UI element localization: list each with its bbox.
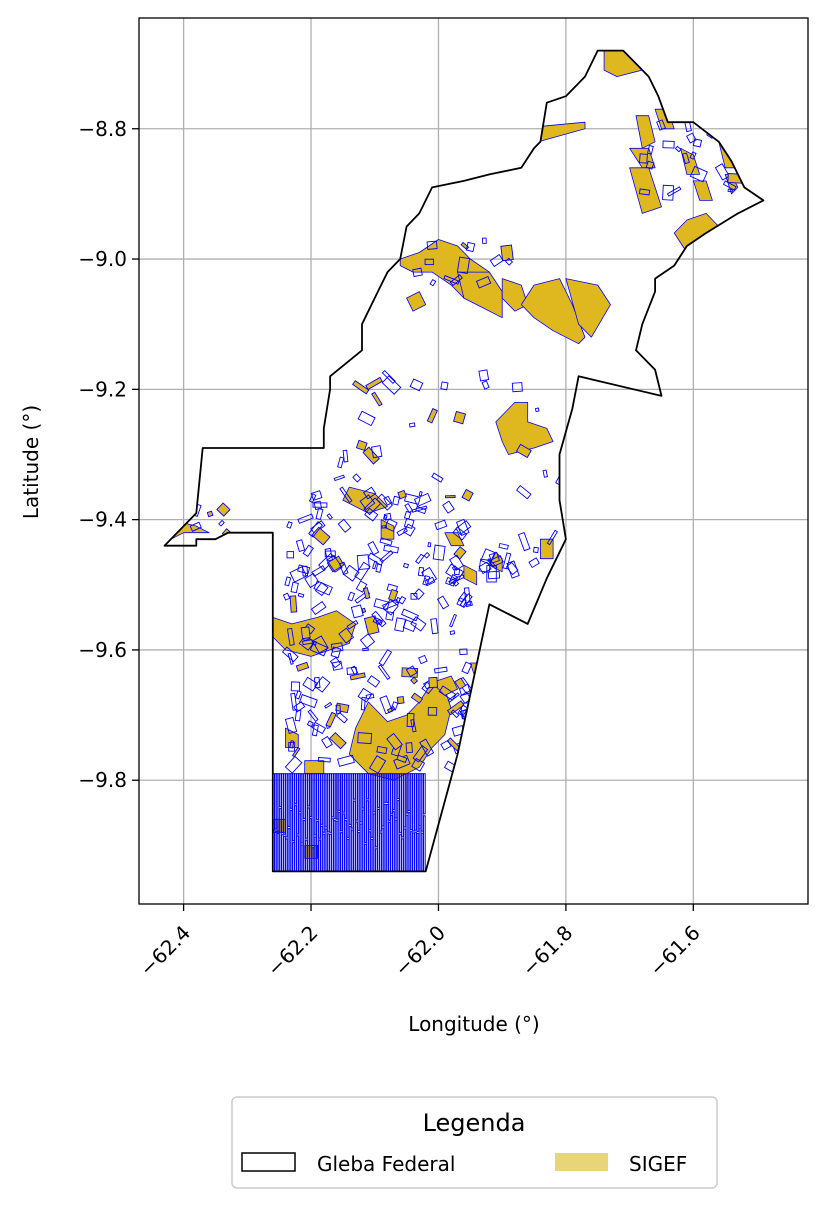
sigef-parcel xyxy=(207,511,213,516)
legend-label-gleba: Gleba Federal xyxy=(317,1152,455,1176)
sigef-parcel xyxy=(428,707,437,715)
x-axis-label: Longitude (°) xyxy=(408,1012,539,1036)
sigef-parcel xyxy=(301,627,310,639)
sigef-parcel xyxy=(429,677,438,687)
sigef-parcel xyxy=(290,596,297,612)
sigef-parcel xyxy=(397,697,404,704)
sigef-polygon xyxy=(305,845,318,858)
sigef-parcel xyxy=(336,703,349,713)
sigef-parcel xyxy=(501,245,513,261)
sigef-parcel xyxy=(445,496,455,498)
y-tick-label: −9.8 xyxy=(78,768,127,792)
legend: Legenda Gleba Federal SIGEF xyxy=(232,1097,717,1188)
sigef-polygon xyxy=(305,761,324,774)
y-tick-label: −9.4 xyxy=(78,508,127,532)
sigef-parcel xyxy=(639,189,649,195)
sigef-parcel xyxy=(454,411,466,423)
legend-label-sigef: SIGEF xyxy=(629,1152,687,1176)
sigef-parcel xyxy=(336,774,338,820)
sigef-parcel xyxy=(341,774,343,831)
y-tick-label: −8.8 xyxy=(78,117,127,141)
y-tick-label: −9.2 xyxy=(78,377,127,401)
y-tick-label: −9.0 xyxy=(78,247,127,271)
legend-swatch-gleba xyxy=(242,1153,295,1171)
y-axis-label: Latitude (°) xyxy=(19,405,43,519)
legend-title: Legenda xyxy=(423,1109,526,1137)
y-tick-label: −9.6 xyxy=(78,638,127,662)
legend-swatch-sigef xyxy=(555,1153,608,1171)
sigef-parcel xyxy=(406,774,408,813)
